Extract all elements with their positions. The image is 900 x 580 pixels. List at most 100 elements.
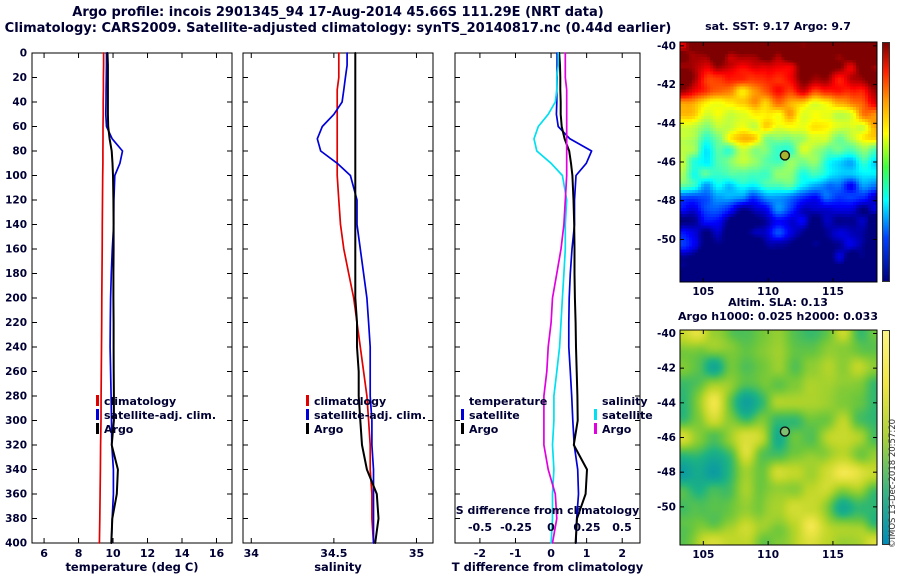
legend-item-climatology: climatology	[306, 395, 426, 409]
figure-title: Argo profile: incois 2901345_94 17-Aug-2…	[72, 5, 604, 20]
argo-line-marker	[96, 423, 99, 434]
depth-tick-label: 280	[5, 391, 27, 403]
satellite-line-marker	[461, 409, 464, 420]
lat-tick-label: -40	[657, 328, 676, 340]
series-climatology	[98, 52, 105, 544]
tdiff-axis-title: T difference from climatology	[451, 560, 644, 574]
legend-label: climatology	[104, 395, 177, 408]
lat-tick-label: -46	[657, 432, 676, 444]
panel-frame	[31, 52, 233, 544]
series-argo	[354, 52, 380, 544]
sla-map-title-line1: Altim. SLA: 0.13	[728, 296, 828, 309]
lat-tick-label: -48	[657, 467, 676, 479]
x-tick-label: 8	[75, 547, 83, 560]
sst-map-image	[680, 42, 877, 282]
sst-map-title: sat. SST: 9.17 Argo: 9.7	[705, 20, 851, 33]
series-climatology	[336, 52, 375, 544]
sla-map-image	[680, 330, 877, 545]
x-tick-label: 34	[244, 547, 260, 560]
legend-label: satellite-adj. clim.	[314, 409, 427, 422]
depth-tick-label: 340	[5, 464, 27, 476]
satellite-adj-line-marker	[96, 409, 99, 420]
sla-map-frame	[679, 329, 878, 546]
depth-tick-label: 380	[5, 513, 27, 525]
lat-tick-label: -48	[657, 195, 676, 207]
x-tick-label: 1	[583, 547, 591, 560]
depth-tick-label: 240	[5, 342, 27, 354]
series-salinity-argo	[543, 52, 568, 544]
depth-tick-label: 220	[5, 317, 27, 329]
sst-float-marker	[779, 150, 791, 161]
satellite-adj-line-marker	[306, 409, 309, 420]
legend-item-satellite: satellite	[461, 409, 547, 423]
series-salinity-satellite	[533, 52, 568, 544]
sla-float-marker	[779, 426, 791, 437]
lat-tick-label: -46	[657, 157, 676, 169]
x-tick-label: 6	[40, 547, 48, 560]
depth-tick-label: 80	[12, 146, 27, 158]
depth-tick-label: 40	[12, 97, 27, 109]
sst-colorbar	[882, 42, 890, 282]
sdiff-tick-label: 0	[547, 521, 555, 534]
series-argo	[106, 52, 119, 544]
lat-tick-label: -50	[657, 234, 676, 246]
legend-label: Argo	[602, 423, 632, 436]
lat-tick-label: -50	[657, 501, 676, 513]
salinity-axis-title: salinity	[314, 560, 362, 574]
climatology-line-marker	[96, 395, 99, 406]
depth-tick-label: 200	[5, 293, 27, 305]
lon-tick-label: 110	[757, 286, 779, 298]
lat-tick-label: -44	[657, 118, 676, 130]
temperature-axis-title: temperature (deg C)	[65, 560, 199, 574]
depth-tick-label: 100	[5, 170, 27, 182]
legend-group-title: salinity	[602, 395, 648, 408]
depth-tick-label: 140	[5, 219, 27, 231]
legend-item-argo: Argo	[306, 423, 426, 437]
x-tick-label: 14	[174, 547, 190, 560]
x-tick-label: -2	[474, 547, 486, 560]
legend-label: Argo	[104, 423, 134, 436]
x-tick-label: 12	[140, 547, 155, 560]
lon-tick-label: 110	[757, 549, 779, 561]
argo-line-marker	[461, 423, 464, 434]
lat-tick-label: -42	[657, 79, 676, 91]
depth-tick-label: 320	[5, 440, 27, 452]
lat-tick-label: -40	[657, 40, 676, 52]
series-temperature-argo	[558, 52, 588, 544]
lat-tick-label: -42	[657, 363, 676, 375]
depth-tick-label: 260	[5, 366, 27, 378]
climatology-line-marker	[306, 395, 309, 406]
depth-tick-label: 120	[5, 195, 27, 207]
depth-tick-label: 60	[12, 121, 27, 133]
satellite-line-marker	[594, 409, 597, 420]
salinity-panel-legend: climatology satellite-adj. clim. Argo	[306, 395, 426, 437]
legend-group-title: temperature	[469, 395, 548, 408]
legend-label: satellite	[469, 409, 520, 422]
sla-map-title-line2: Argo h1000: 0.025 h2000: 0.033	[678, 310, 878, 323]
x-tick-label: 16	[209, 547, 225, 560]
lon-tick-label: 105	[692, 286, 714, 298]
legend-label: Argo	[469, 423, 499, 436]
x-tick-label: 10	[105, 547, 121, 560]
x-tick-label: 35	[409, 547, 424, 560]
legend-label: climatology	[314, 395, 387, 408]
legend-item-satellite: satellite	[594, 409, 653, 423]
legend-item-satellite-adj: satellite-adj. clim.	[306, 409, 426, 423]
x-tick-label: 34.5	[320, 547, 347, 560]
legend-item-argo: Argo	[461, 423, 547, 437]
depth-tick-label: 0	[20, 48, 27, 60]
legend-item-satellite-adj: satellite-adj. clim.	[96, 409, 216, 423]
depth-tick-label: 300	[5, 415, 27, 427]
argo-line-marker	[306, 423, 309, 434]
tdiff-legend-temperature-group: temperature satellite Argo	[461, 395, 547, 437]
lon-tick-label: 115	[822, 549, 844, 561]
legend-label: satellite	[602, 409, 653, 422]
legend-label: Argo	[314, 423, 344, 436]
sdiff-tick-label: -0.5	[467, 521, 493, 534]
sla-colorbar	[882, 330, 890, 545]
legend-item-argo: Argo	[96, 423, 216, 437]
sdiff-axis-title: S difference from climatology	[455, 504, 640, 517]
tdiff-legend-salinity-group: salinity satellite Argo	[594, 395, 653, 437]
series-satellite-adj--clim-	[316, 52, 375, 544]
